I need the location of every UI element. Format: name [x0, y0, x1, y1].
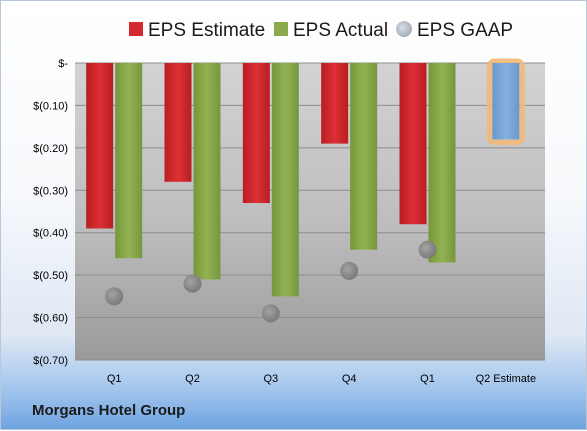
y-tick-label: $(0.60): [33, 313, 68, 325]
y-tick-label: $(0.10): [33, 100, 68, 112]
eps-actual-bar: [428, 63, 456, 263]
y-tick-label: $(0.20): [33, 143, 68, 155]
x-tick-label: Q3: [263, 373, 278, 385]
x-tick-label: Q2 Estimate: [476, 373, 537, 385]
eps-estimate-bar: [86, 63, 114, 229]
eps-actual-bar: [115, 63, 143, 259]
company-name: Morgans Hotel Group: [32, 402, 186, 419]
x-tick-label: Q4: [342, 373, 357, 385]
eps-actual-bar: [350, 63, 378, 250]
eps-actual-bar: [193, 63, 221, 280]
legend-label-eps-actual: EPS Actual: [293, 20, 388, 41]
bars: [86, 58, 525, 297]
legend-marker-eps-gaap: [396, 21, 412, 37]
gridlines: [75, 62, 545, 361]
gaap-markers: [105, 240, 437, 323]
eps-gaap-marker: [340, 261, 359, 280]
y-axis-ticks: $- $(0.10) $(0.20) $(0.30) $(0.40) $(0.50) $(0…: [33, 58, 68, 367]
legend-label-eps-estimate: EPS Estimate: [148, 20, 265, 41]
eps-gaap-marker: [418, 240, 437, 259]
eps-gaap-marker: [105, 287, 124, 306]
eps-estimate-bar: [399, 63, 427, 225]
y-tick-label: $(0.50): [33, 270, 68, 282]
legend-label-eps-gaap: EPS GAAP: [417, 20, 513, 41]
y-tick-label: $(0.30): [33, 185, 68, 197]
y-tick-label: $(0.70): [33, 355, 68, 367]
plot-area: [75, 63, 545, 360]
eps-estimate-bar: [321, 63, 349, 144]
x-tick-label: Q1: [107, 373, 122, 385]
y-tick-label: $-: [58, 58, 68, 70]
legend-swatch-eps-actual: [274, 22, 288, 36]
legend-swatch-eps-estimate: [129, 22, 143, 36]
eps-estimate-bar: [164, 63, 192, 182]
x-tick-label: Q2: [185, 373, 200, 385]
x-tick-label: Q1: [420, 373, 435, 385]
q2-estimate-bar: [492, 63, 520, 140]
y-tick-label: $(0.40): [33, 228, 68, 240]
eps-actual-bar: [271, 63, 299, 297]
legend: EPS Estimate EPS Actual EPS GAAP: [129, 20, 513, 41]
eps-estimate-bar: [242, 63, 270, 204]
x-axis-ticks: Q1 Q2 Q3 Q4 Q1 Q2 Estimate: [107, 373, 536, 385]
eps-gaap-marker: [183, 274, 202, 293]
estimate-highlight: [486, 58, 525, 145]
eps-gaap-marker: [261, 304, 280, 323]
